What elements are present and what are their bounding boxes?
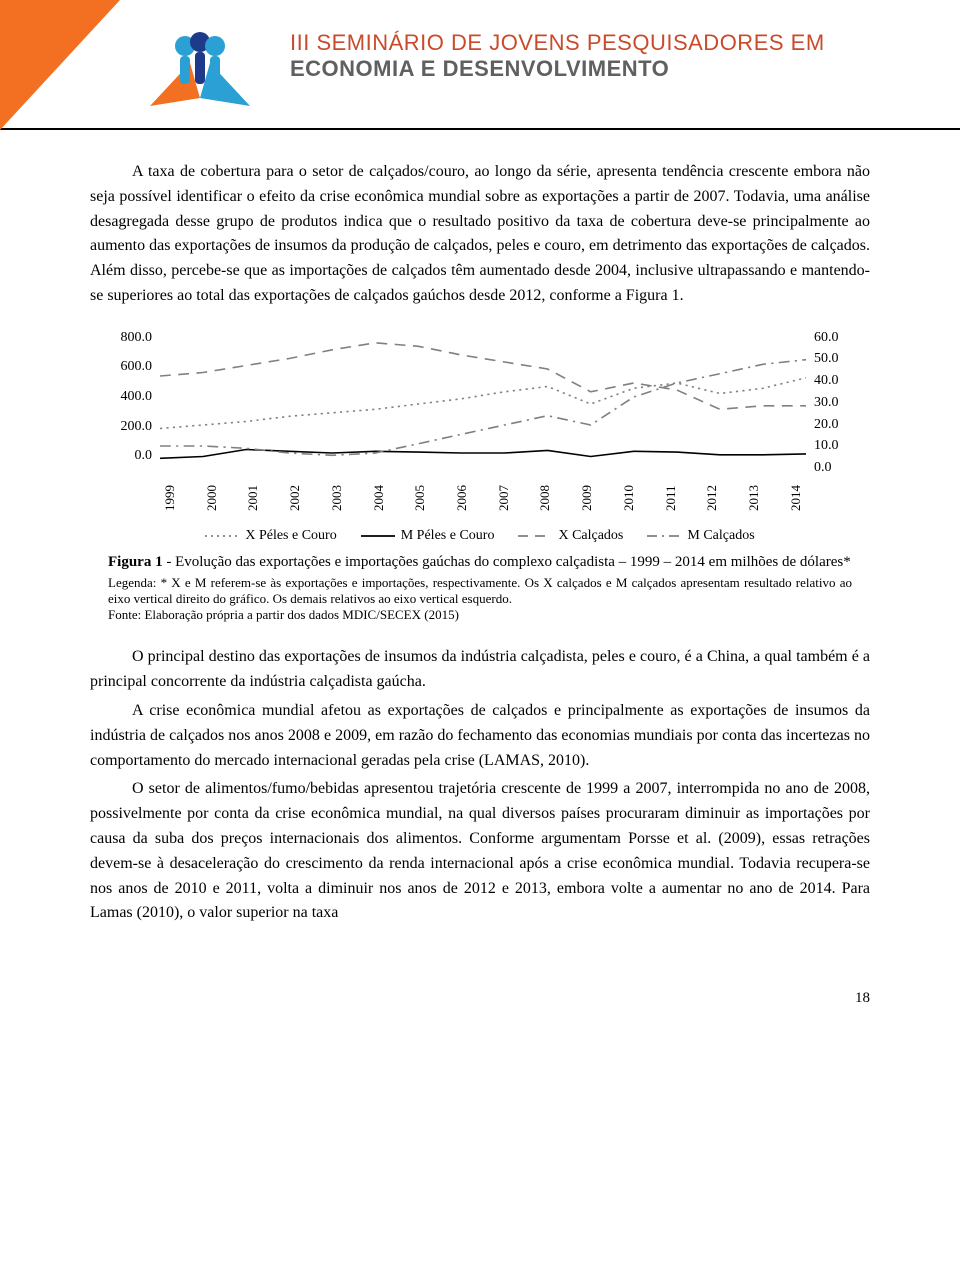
header-title-line1: III SEMINÁRIO DE JOVENS PESQUISADORES EM <box>290 30 825 56</box>
legend-item-m_calcados: M Calçados <box>647 528 754 543</box>
header-title-line2: ECONOMIA E DESENVOLVIMENTO <box>290 56 825 82</box>
legend-item-m_peles_couro: M Péles e Couro <box>361 528 495 543</box>
paragraph-1: A taxa de cobertura para o setor de calç… <box>90 160 870 309</box>
chart-legend: X Péles e Couro M Péles e Couro X Calçados… <box>108 525 852 547</box>
figure-caption: Figura 1 - Evolução das exportações e im… <box>108 552 852 572</box>
legend-item-x_peles_couro: X Péles e Couro <box>205 528 336 543</box>
page-header: III SEMINÁRIO DE JOVENS PESQUISADORES EM… <box>0 0 960 130</box>
legend-item-x_calcados: X Calçados <box>518 528 623 543</box>
chart-svg <box>160 327 806 467</box>
chart-svg-container <box>160 327 806 467</box>
orange-triangle-decoration <box>0 0 120 130</box>
page-number: 18 <box>0 980 960 1027</box>
series-m_calcados <box>160 359 806 455</box>
x-axis-labels: 1999200020012002200320042005200620072008… <box>160 469 806 511</box>
paragraph-3: A crise econômica mundial afetou as expo… <box>90 699 870 773</box>
seminar-logo-icon <box>140 18 260 108</box>
y-axis-left-labels: 800.0600.0400.0200.00.0 <box>108 327 152 467</box>
chart-plot-area: 800.0600.0400.0200.00.0 60.050.040.030.0… <box>108 327 852 517</box>
page-content: A taxa de cobertura para o setor de calç… <box>0 130 960 980</box>
paragraph-4: O setor de alimentos/fumo/bebidas aprese… <box>90 777 870 926</box>
figure-1-chart: 800.0600.0400.0200.00.0 60.050.040.030.0… <box>108 327 852 624</box>
series-x_calcados <box>160 343 806 410</box>
series-m_peles_couro <box>160 449 806 458</box>
paragraph-2: O principal destino das exportações de i… <box>90 645 870 695</box>
figure-source: Fonte: Elaboração própria a partir dos d… <box>108 607 852 623</box>
series-x_peles_couro <box>160 378 806 429</box>
header-title-block: III SEMINÁRIO DE JOVENS PESQUISADORES EM… <box>290 30 825 82</box>
figure-label: Figura 1 <box>108 554 163 570</box>
y-axis-right-labels: 60.050.040.030.020.010.00.0 <box>814 327 852 467</box>
figure-legend-note: Legenda: * X e M referem-se às exportaçõ… <box>108 575 852 608</box>
figure-caption-text: - Evolução das exportações e importações… <box>163 554 851 570</box>
